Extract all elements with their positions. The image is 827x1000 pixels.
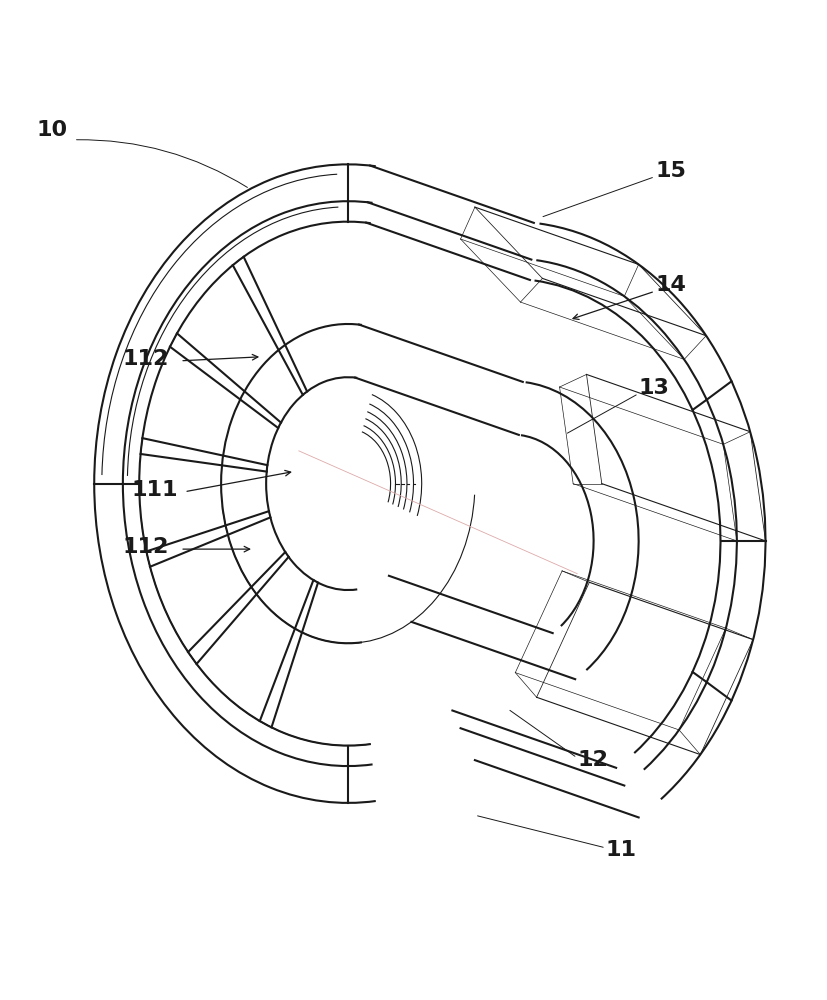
Text: 13: 13 [638, 378, 670, 398]
Text: 111: 111 [131, 480, 178, 500]
Text: 10: 10 [37, 120, 68, 140]
Text: 14: 14 [655, 275, 686, 295]
Text: 112: 112 [123, 537, 170, 557]
Text: 112: 112 [123, 349, 170, 369]
Text: 11: 11 [606, 840, 637, 860]
Text: 15: 15 [655, 161, 686, 181]
Text: 12: 12 [577, 750, 608, 770]
